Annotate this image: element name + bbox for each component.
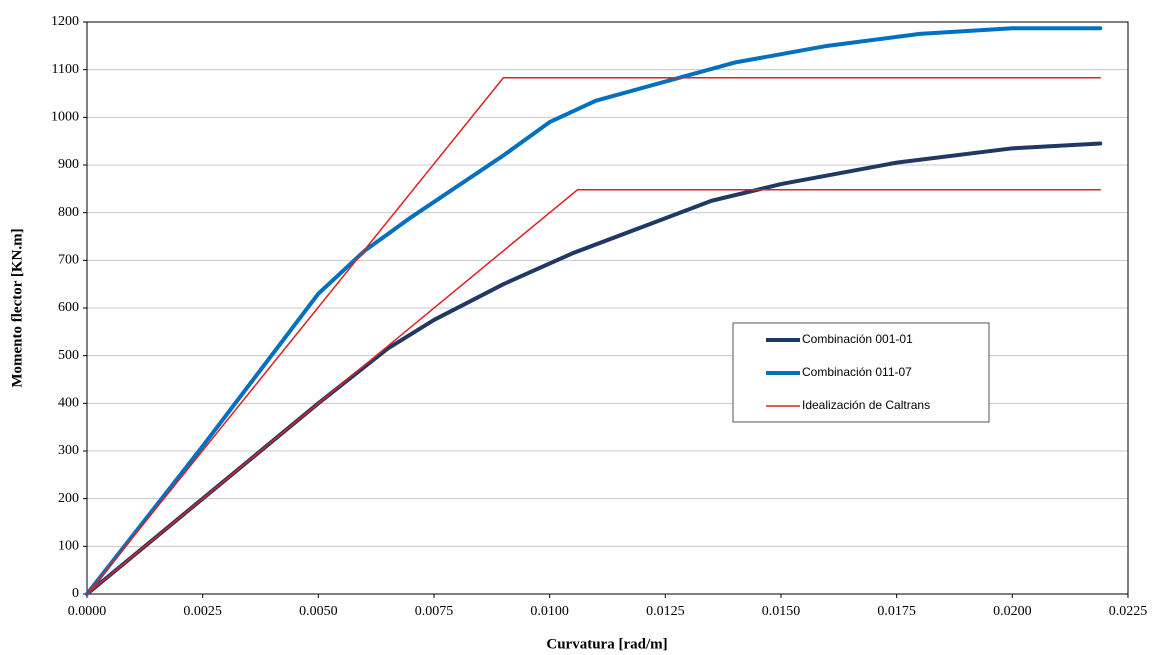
x-tick-label: 0.0100: [530, 604, 569, 619]
y-tick-label: 800: [58, 205, 79, 220]
x-tick-label: 0.0225: [1109, 604, 1148, 619]
x-tick-label: 0.0150: [762, 604, 801, 619]
y-axis-title: Momento flector [KN.m]: [9, 228, 25, 387]
x-tick-label: 0.0200: [993, 604, 1032, 619]
legend-label: Idealización de Caltrans: [802, 398, 930, 412]
y-tick-label: 1000: [51, 110, 79, 125]
y-tick-label: 1200: [51, 14, 79, 29]
y-tick-label: 700: [58, 253, 79, 268]
series-line: [86, 77, 1101, 595]
y-tick-label: 100: [58, 539, 79, 554]
x-tick-label: 0.0000: [68, 604, 107, 619]
y-tick-label: 1100: [52, 62, 79, 77]
legend-label: Combinación 011-07: [802, 365, 912, 379]
series-line: [85, 26, 1103, 596]
x-tick-label: 0.0175: [877, 604, 916, 619]
y-tick-label: 200: [58, 491, 79, 506]
plot-border: [86, 21, 1129, 595]
y-tick-label: 400: [58, 396, 79, 411]
x-axis-title: Curvatura [rad/m]: [546, 636, 667, 652]
x-tick-label: 0.0025: [183, 604, 222, 619]
y-tick-label: 500: [58, 348, 79, 363]
legend-label: Combinación 001-01: [802, 332, 913, 346]
y-tick-label: 0: [72, 586, 79, 601]
x-tick-label: 0.0075: [415, 604, 454, 619]
x-tick-label: 0.0050: [299, 604, 338, 619]
x-tick-label: 0.0125: [646, 604, 685, 619]
y-tick-label: 600: [58, 300, 79, 315]
y-tick-label: 300: [58, 443, 79, 458]
y-tick-label: 900: [58, 157, 79, 172]
